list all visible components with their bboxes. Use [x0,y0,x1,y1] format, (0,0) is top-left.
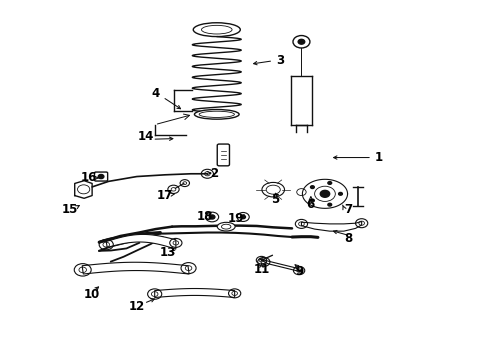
Text: 1: 1 [375,151,383,164]
Circle shape [328,203,332,206]
Text: 4: 4 [151,87,160,100]
Text: 11: 11 [253,264,270,276]
Text: 19: 19 [227,212,244,225]
Text: 10: 10 [84,288,100,301]
Circle shape [237,212,249,221]
Text: 15: 15 [62,203,78,216]
FancyBboxPatch shape [95,172,108,181]
Polygon shape [260,259,303,272]
Text: 18: 18 [197,210,213,223]
Circle shape [241,215,245,219]
Text: 17: 17 [157,189,173,202]
Circle shape [339,193,343,195]
Text: 9: 9 [295,265,303,278]
Circle shape [311,199,314,202]
Polygon shape [155,288,235,297]
Text: 14: 14 [138,130,154,143]
Polygon shape [106,234,176,249]
Text: 5: 5 [271,193,280,206]
Circle shape [320,190,330,197]
Text: 8: 8 [344,232,353,245]
Text: 16: 16 [81,171,97,184]
Text: 13: 13 [159,246,175,259]
Text: 12: 12 [129,300,145,312]
Ellipse shape [266,185,280,194]
Circle shape [205,212,219,222]
Circle shape [298,39,305,44]
Polygon shape [82,262,189,274]
Circle shape [315,186,335,202]
Text: 7: 7 [344,203,352,216]
Ellipse shape [195,109,239,119]
Text: 3: 3 [276,54,284,67]
Circle shape [209,215,215,219]
Text: 6: 6 [307,198,315,211]
Circle shape [328,181,332,184]
Circle shape [311,186,314,189]
FancyBboxPatch shape [217,144,229,166]
Ellipse shape [217,222,235,231]
Text: 2: 2 [210,167,219,180]
Circle shape [98,175,104,179]
